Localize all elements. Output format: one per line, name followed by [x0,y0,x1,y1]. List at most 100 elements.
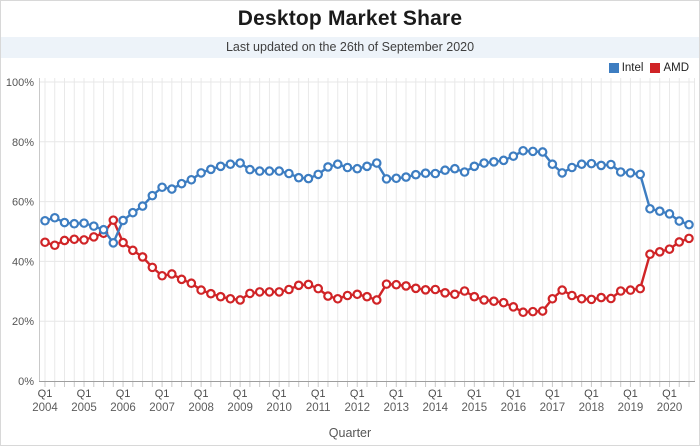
amd-data-point[interactable] [59,235,70,246]
intel-data-point[interactable] [430,168,441,179]
amd-data-point[interactable] [245,288,255,299]
amd-data-point[interactable] [118,237,128,248]
intel-data-point[interactable] [567,162,577,173]
intel-data-point[interactable] [391,173,402,184]
amd-data-point[interactable] [508,302,519,312]
amd-data-point[interactable] [88,232,99,242]
intel-data-point[interactable] [489,157,499,167]
intel-data-point[interactable] [615,167,626,177]
intel-data-point[interactable] [362,161,372,172]
amd-data-point[interactable] [479,295,489,305]
intel-data-point[interactable] [147,190,158,201]
intel-data-point[interactable] [410,169,421,180]
intel-data-point[interactable] [49,212,60,223]
intel-data-point[interactable] [167,184,177,194]
amd-data-point[interactable] [489,296,499,306]
intel-data-point[interactable] [606,159,616,170]
amd-data-point[interactable] [352,289,363,300]
intel-data-point[interactable] [284,168,294,179]
amd-data-point[interactable] [186,278,197,289]
amd-data-point[interactable] [645,249,655,260]
amd-data-point[interactable] [381,279,392,289]
amd-data-point[interactable] [371,295,382,305]
amd-data-point[interactable] [518,307,528,318]
intel-data-point[interactable] [108,238,119,248]
amd-data-point[interactable] [547,293,558,304]
intel-data-point[interactable] [479,158,489,168]
intel-data-point[interactable] [323,162,333,172]
intel-data-point[interactable] [469,161,480,172]
intel-data-point[interactable] [459,167,470,177]
intel-data-point[interactable] [528,146,538,157]
intel-data-point[interactable] [625,168,636,178]
intel-data-point[interactable] [664,209,675,219]
intel-data-point[interactable] [176,178,187,189]
amd-data-point[interactable] [674,237,685,247]
amd-data-point[interactable] [40,237,50,248]
intel-data-point[interactable] [674,216,685,226]
amd-data-point[interactable] [391,279,402,290]
intel-data-point[interactable] [420,168,431,178]
amd-data-point[interactable] [537,306,548,316]
amd-data-point[interactable] [557,285,567,295]
intel-data-point[interactable] [186,174,197,185]
amd-data-point[interactable] [206,288,216,299]
amd-data-point[interactable] [176,274,187,285]
intel-data-point[interactable] [157,182,167,193]
intel-data-point[interactable] [303,173,314,184]
intel-data-point[interactable] [371,158,382,168]
amd-data-point[interactable] [586,294,597,305]
amd-data-point[interactable] [410,283,421,294]
intel-data-point[interactable] [518,145,528,156]
amd-data-point[interactable] [664,244,675,254]
intel-data-point[interactable] [586,158,597,169]
amd-data-point[interactable] [635,283,646,294]
intel-data-point[interactable] [128,207,138,218]
intel-data-point[interactable] [98,224,109,235]
amd-data-point[interactable] [440,288,450,298]
intel-data-point[interactable] [245,164,255,175]
legend-item-intel[interactable]: Intel [608,62,643,74]
amd-data-point[interactable] [596,292,606,303]
amd-data-point[interactable] [323,291,333,301]
amd-data-point[interactable] [254,287,265,297]
amd-data-point[interactable] [606,293,616,304]
amd-data-point[interactable] [684,233,694,244]
intel-data-point[interactable] [557,168,567,178]
intel-data-point[interactable] [352,163,363,174]
intel-data-point[interactable] [40,215,50,226]
amd-data-point[interactable] [284,284,294,295]
intel-data-point[interactable] [88,221,99,231]
legend-item-amd[interactable]: AMD [650,62,689,74]
intel-data-point[interactable] [69,218,80,229]
intel-data-point[interactable] [596,160,606,171]
intel-data-point[interactable] [196,168,206,178]
intel-data-point[interactable] [254,166,265,176]
amd-data-point[interactable] [303,279,314,290]
amd-data-point[interactable] [625,285,636,295]
intel-data-point[interactable] [450,163,460,174]
intel-data-point[interactable] [215,161,226,172]
amd-data-point[interactable] [420,285,431,295]
amd-data-point[interactable] [147,262,158,273]
amd-data-point[interactable] [430,284,441,295]
intel-data-point[interactable] [508,151,519,161]
intel-data-point[interactable] [654,206,665,216]
amd-data-point[interactable] [401,281,411,291]
amd-data-point[interactable] [293,280,304,291]
amd-data-point[interactable] [362,291,372,302]
amd-data-point[interactable] [49,240,60,251]
amd-data-point[interactable] [69,234,80,245]
amd-data-point[interactable] [137,252,148,262]
intel-data-point[interactable] [264,166,275,176]
amd-data-point[interactable] [450,289,460,300]
amd-data-point[interactable] [313,283,324,294]
amd-data-point[interactable] [654,247,665,257]
amd-data-point[interactable] [79,235,89,245]
amd-data-point[interactable] [108,215,119,225]
amd-data-point[interactable] [196,285,206,295]
intel-data-point[interactable] [576,159,587,170]
amd-data-point[interactable] [342,290,353,301]
intel-data-point[interactable] [293,172,304,183]
amd-data-point[interactable] [225,293,236,304]
